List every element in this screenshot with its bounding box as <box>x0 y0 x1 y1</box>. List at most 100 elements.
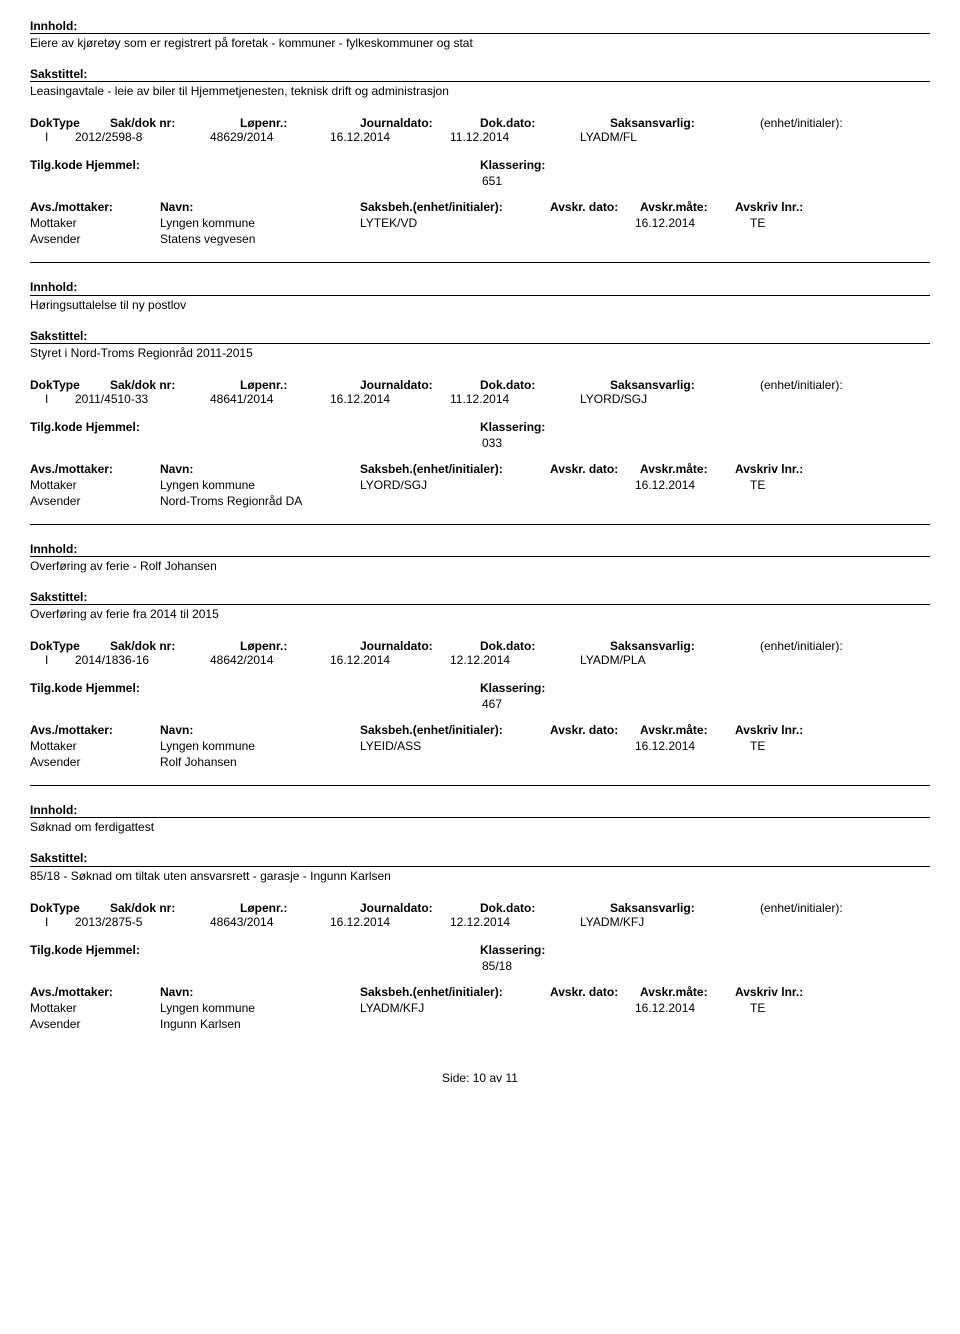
party-avskr-date <box>635 232 750 246</box>
hdr-saksansvarlig: Saksansvarlig: <box>610 901 760 915</box>
party-role: Mottaker <box>30 216 160 230</box>
hdr-enhet: (enhet/initialer): <box>760 116 910 130</box>
val-saksansvarlig: LYADM/KFJ <box>580 915 730 929</box>
party-name: Lyngen kommune <box>160 216 360 230</box>
val-journaldato: 16.12.2014 <box>330 130 450 144</box>
party-row: Avsender Rolf Johansen <box>30 755 930 769</box>
klassering-label: Klassering: <box>480 420 600 434</box>
journal-record: Innhold: Søknad om ferdigattest Sakstitt… <box>30 804 930 1030</box>
hdr-doktype: DokType <box>30 378 110 392</box>
val-lopenr: 48641/2014 <box>210 392 330 406</box>
party-name: Lyngen kommune <box>160 1001 360 1015</box>
party-avskr-code <box>750 1017 860 1031</box>
hdr-dokdato: Dok.dato: <box>480 639 610 653</box>
val-saksansvarlig: LYORD/SGJ <box>580 392 730 406</box>
hdr-avsmottaker: Avs./mottaker: <box>30 462 160 476</box>
hdr-avskrmate: Avskr.måte: <box>640 462 735 476</box>
party-avskr-date: 16.12.2014 <box>635 216 750 230</box>
hdr-saksbeh: Saksbeh.(enhet/initialer): <box>360 985 550 999</box>
party-avskr-date <box>635 494 750 508</box>
hdr-avskrmate: Avskr.måte: <box>640 200 735 214</box>
hdr-avsmottaker: Avs./mottaker: <box>30 723 160 737</box>
footer-side-label: Side: <box>442 1071 469 1085</box>
tilg-row: Tilg.kode Hjemmel: Klassering: <box>30 158 930 172</box>
hdr-navn: Navn: <box>160 200 360 214</box>
val-lopenr: 48642/2014 <box>210 653 330 667</box>
val-saksansvarlig: LYADM/FL <box>580 130 730 144</box>
page-footer: Side: 10 av 11 <box>30 1071 930 1085</box>
hdr-avskrlnr: Avskriv lnr.: <box>735 462 803 476</box>
val-sakdok: 2011/4510-33 <box>75 392 210 406</box>
party-avskr-code: TE <box>750 216 860 230</box>
innhold-label: Innhold: <box>30 281 930 295</box>
hdr-journaldato: Journaldato: <box>360 639 480 653</box>
hdr-avskrlnr: Avskriv lnr.: <box>735 723 803 737</box>
innhold-label: Innhold: <box>30 20 930 34</box>
tilgkode-hjemmel-label: Tilg.kode Hjemmel: <box>30 420 180 434</box>
hdr-enhet: (enhet/initialer): <box>760 901 910 915</box>
sakstittel-label: Sakstittel: <box>30 852 930 866</box>
party-role: Mottaker <box>30 1001 160 1015</box>
hdr-sakdok: Sak/dok nr: <box>110 901 240 915</box>
party-avskr-code: TE <box>750 478 860 492</box>
hdr-avskrmate: Avskr.måte: <box>640 985 735 999</box>
sakstittel-text: Leasingavtale - leie av biler til Hjemme… <box>30 84 930 98</box>
val-dokdato: 12.12.2014 <box>450 915 580 929</box>
journal-record: Innhold: Eiere av kjøretøy som er regist… <box>30 20 930 246</box>
party-saksbeh <box>360 755 635 769</box>
val-doktype: I <box>30 130 75 144</box>
record-separator <box>30 524 930 525</box>
party-role: Avsender <box>30 755 160 769</box>
party-row: Mottaker Lyngen kommune LYADM/KFJ 16.12.… <box>30 1001 930 1015</box>
hdr-journaldato: Journaldato: <box>360 116 480 130</box>
sakstittel-text: Styret i Nord-Troms Regionråd 2011-2015 <box>30 346 930 360</box>
klassering-label: Klassering: <box>480 943 600 957</box>
party-role: Avsender <box>30 232 160 246</box>
innhold-label: Innhold: <box>30 804 930 818</box>
hdr-avsmottaker: Avs./mottaker: <box>30 985 160 999</box>
party-header-row: Avs./mottaker: Navn: Saksbeh.(enhet/init… <box>30 200 930 214</box>
hdr-avskrlnr: Avskriv lnr.: <box>735 985 803 999</box>
party-avskr-date: 16.12.2014 <box>635 1001 750 1015</box>
record-separator <box>30 262 930 263</box>
party-saksbeh <box>360 1017 635 1031</box>
party-row: Avsender Nord-Troms Regionråd DA <box>30 494 930 508</box>
party-row: Avsender Ingunn Karlsen <box>30 1017 930 1031</box>
klassering-value: 033 <box>30 436 930 450</box>
hdr-dokdato: Dok.dato: <box>480 901 610 915</box>
klassering-label: Klassering: <box>480 681 600 695</box>
tilg-row: Tilg.kode Hjemmel: Klassering: <box>30 943 930 957</box>
innhold-label: Innhold: <box>30 543 930 557</box>
party-header-row: Avs./mottaker: Navn: Saksbeh.(enhet/init… <box>30 462 930 476</box>
party-row: Mottaker Lyngen kommune LYORD/SGJ 16.12.… <box>30 478 930 492</box>
party-name: Lyngen kommune <box>160 739 360 753</box>
val-sakdok: 2013/2875-5 <box>75 915 210 929</box>
party-saksbeh <box>360 494 635 508</box>
meta-value-row: I 2012/2598-8 48629/2014 16.12.2014 11.1… <box>30 130 930 144</box>
sakstittel-label: Sakstittel: <box>30 591 930 605</box>
klassering-value: 85/18 <box>30 959 930 973</box>
hdr-lopenr: Løpenr.: <box>240 901 360 915</box>
footer-page: 10 <box>473 1071 486 1085</box>
hdr-journaldato: Journaldato: <box>360 378 480 392</box>
party-role: Avsender <box>30 494 160 508</box>
innhold-text: Søknad om ferdigattest <box>30 820 930 834</box>
tilgkode-hjemmel-label: Tilg.kode Hjemmel: <box>30 943 180 957</box>
klassering-label: Klassering: <box>480 158 600 172</box>
party-avskr-code <box>750 755 860 769</box>
val-journaldato: 16.12.2014 <box>330 915 450 929</box>
hdr-saksbeh: Saksbeh.(enhet/initialer): <box>360 200 550 214</box>
meta-value-row: I 2013/2875-5 48643/2014 16.12.2014 12.1… <box>30 915 930 929</box>
party-name: Statens vegvesen <box>160 232 360 246</box>
hdr-avsmottaker: Avs./mottaker: <box>30 200 160 214</box>
hdr-doktype: DokType <box>30 901 110 915</box>
hdr-navn: Navn: <box>160 462 360 476</box>
tilgkode-hjemmel-label: Tilg.kode Hjemmel: <box>30 681 180 695</box>
journal-record: Innhold: Høringsuttalelse til ny postlov… <box>30 281 930 507</box>
party-avskr-date: 16.12.2014 <box>635 739 750 753</box>
innhold-text: Høringsuttalelse til ny postlov <box>30 298 930 312</box>
hdr-enhet: (enhet/initialer): <box>760 639 910 653</box>
hdr-doktype: DokType <box>30 116 110 130</box>
sakstittel-label: Sakstittel: <box>30 68 930 82</box>
hdr-avskrlnr: Avskriv lnr.: <box>735 200 803 214</box>
